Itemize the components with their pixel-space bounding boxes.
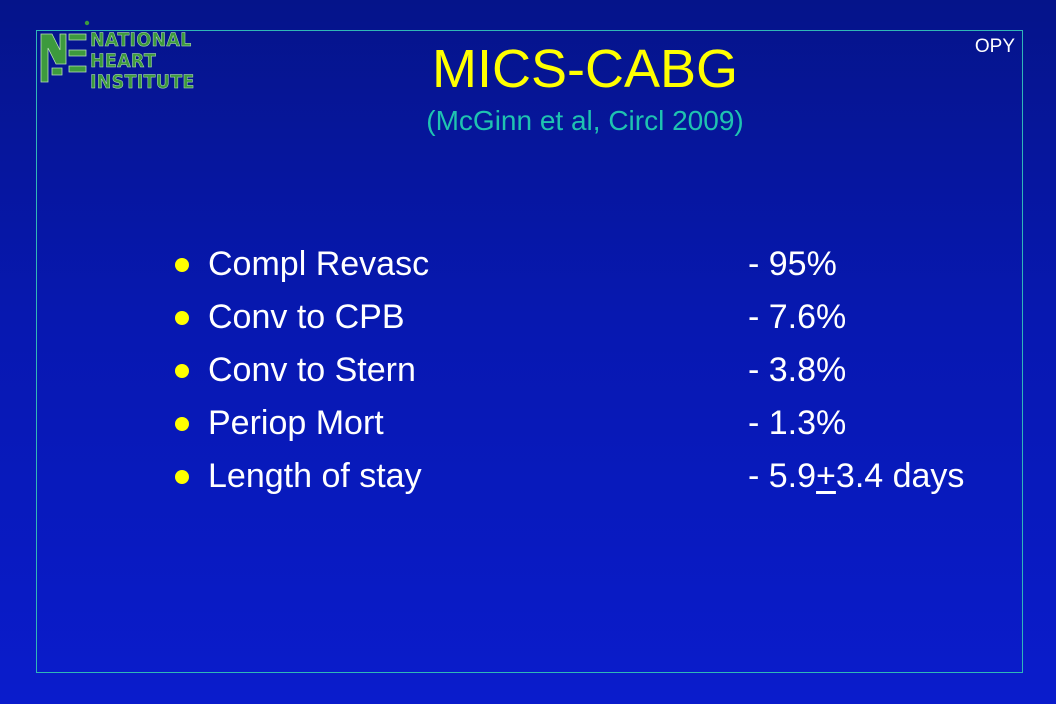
bullet-item-length-of-stay: Length of stay - 5.9+3.4 days [175, 450, 1025, 503]
bullet-label: Conv to CPB [208, 298, 405, 336]
heart-institute-logo-icon [40, 20, 90, 83]
bullet-item-periop-mort: Periop Mort - 1.3% [175, 397, 1025, 450]
bullet-item-conv-to-stern: Conv to Stern - 3.8% [175, 344, 1025, 397]
bullet-label: Length of stay [208, 457, 422, 495]
bullet-dot-icon [175, 364, 189, 378]
logo-line-national: NATIONAL [90, 29, 192, 51]
bullet-value: - 7.6% [748, 298, 847, 336]
logo-text: NATIONAL HEART INSTITUTE [90, 29, 204, 93]
bullet-value: - 95% [748, 245, 837, 283]
bullet-item-conv-to-cpb: Conv to CPB - 7.6% [175, 291, 1025, 344]
logo-line-heart: HEART [90, 50, 157, 72]
bullet-value: - 5.9+3.4 days [748, 450, 964, 503]
bullet-dot-icon [175, 311, 189, 325]
slide-subtitle: (McGinn et al, Circl 2009) [426, 105, 744, 136]
bullet-value: - 1.3% [748, 404, 847, 442]
bullet-label: Compl Revasc [208, 245, 430, 283]
bullet-item-compl-revasc: Compl Revasc - 95% [175, 238, 1025, 291]
bullet-value: - 3.8% [748, 351, 847, 389]
slide-frame [36, 30, 1023, 673]
bullet-label: Conv to Stern [208, 351, 416, 389]
value-prefix: - 5.9 [748, 457, 817, 495]
bullet-dot-icon [175, 417, 189, 431]
bullet-dot-icon [175, 470, 189, 484]
bullet-dot-icon [175, 258, 189, 272]
slide-title: MICS-CABG [431, 39, 739, 99]
bullet-label: Periop Mort [208, 404, 384, 442]
plus-minus-sign: + [816, 457, 836, 495]
corner-label: OPY [974, 36, 1015, 57]
national-heart-institute-logo: NATIONAL HEART INSTITUTE [38, 20, 195, 93]
logo-line-institute: INSTITUTE [90, 71, 195, 93]
value-suffix: 3.4 days [835, 457, 965, 495]
bullet-list: Compl Revasc - 95% Conv to CPB - 7.6% Co… [175, 238, 1025, 503]
